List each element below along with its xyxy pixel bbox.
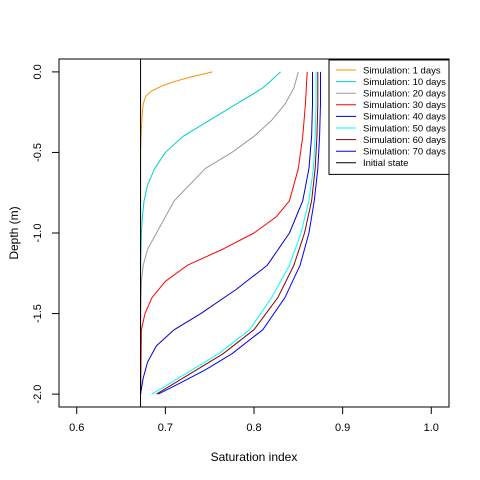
x-axis: 0.6 0.7 0.8 0.9 1.0: [69, 406, 439, 434]
series-line-4: [140, 71, 313, 395]
x-tick-label: 0.8: [246, 422, 261, 434]
y-tick-label: -1.0: [32, 224, 44, 243]
series-line-2: [140, 71, 299, 395]
series-line-6: [156, 71, 319, 395]
legend-entry: Simulation: 30 days: [363, 100, 446, 111]
series-line-5: [151, 71, 317, 395]
legend-entry: Simulation: 70 days: [363, 147, 446, 158]
y-axis: 0.0 -0.5 -1.0 -1.5 -2.0: [32, 64, 60, 404]
y-tick-label: 0.0: [32, 64, 44, 79]
series-line-7: [158, 71, 321, 395]
series-line-0: [140, 71, 213, 395]
y-tick-label: -1.5: [32, 304, 44, 323]
y-tick-label: -0.5: [32, 143, 44, 162]
legend-entry: Simulation: 1 days: [363, 65, 441, 76]
legend-entry: Simulation: 10 days: [363, 77, 446, 88]
series-layer: [140, 59, 321, 407]
x-tick-label: 0.6: [69, 422, 84, 434]
x-tick-label: 1.0: [424, 422, 439, 434]
legend-entry: Simulation: 20 days: [363, 89, 446, 100]
legend-entry: Initial state: [363, 158, 408, 169]
x-axis-title: Saturation index: [211, 450, 298, 464]
x-tick-label: 0.9: [335, 422, 350, 434]
legend-box: [328, 59, 450, 175]
y-tick-label: -2.0: [32, 385, 44, 404]
series-line-3: [140, 71, 308, 395]
legend-entry: Simulation: 40 days: [363, 112, 446, 123]
legend-entry: Simulation: 60 days: [363, 135, 446, 146]
series-line-1: [140, 71, 281, 395]
x-tick-label: 0.7: [158, 422, 173, 434]
y-axis-title: Depth (m): [7, 206, 21, 259]
legend-entry: Simulation: 50 days: [363, 123, 446, 134]
